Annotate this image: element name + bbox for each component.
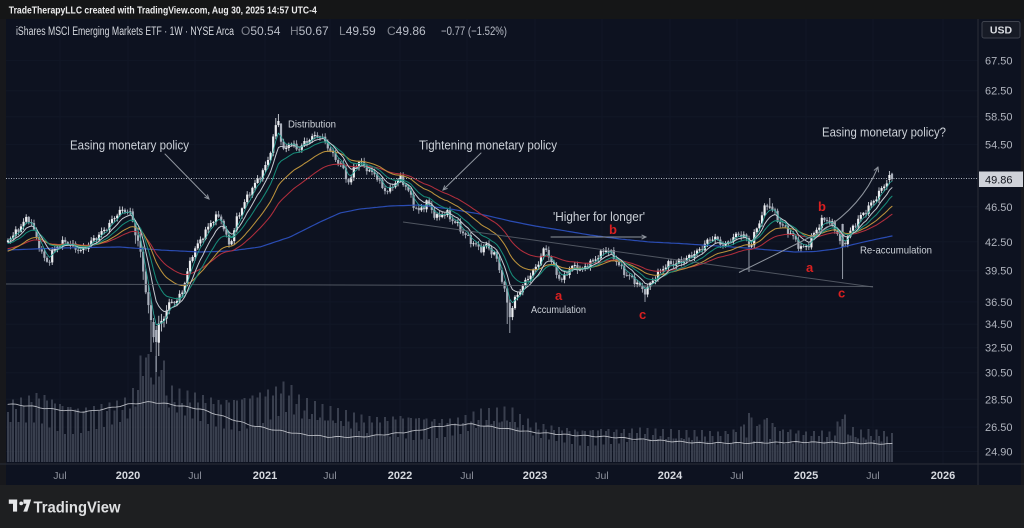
svg-text:58.50: 58.50 [985,112,1013,124]
svg-text:62.50: 62.50 [985,86,1013,98]
svg-text:54.50: 54.50 [985,139,1013,151]
svg-text:28.50: 28.50 [985,394,1013,406]
svg-text:iShares MSCI Emerging Markets: iShares MSCI Emerging Markets ETF · 1W ·… [16,26,234,38]
svg-text:24.90: 24.90 [985,447,1013,459]
svg-text:USD: USD [990,25,1013,37]
svg-text:Easing monetary policy: Easing monetary policy [70,139,190,153]
svg-text:26.50: 26.50 [985,422,1013,434]
svg-text:Distribution: Distribution [288,119,336,131]
svg-text:34.50: 34.50 [985,319,1013,331]
svg-text:a: a [555,288,563,303]
svg-text:TradingView: TradingView [34,500,122,517]
svg-text:2026: 2026 [931,470,955,482]
svg-text:Jul: Jul [460,470,473,482]
svg-text:TradeTherapyLLC created with T: TradeTherapyLLC created with TradingView… [9,5,317,17]
svg-text:30.50: 30.50 [985,368,1013,380]
svg-text:Jul: Jul [188,470,201,482]
svg-text:49.86: 49.86 [985,175,1013,187]
svg-text:67.50: 67.50 [985,56,1013,68]
svg-text:Jul: Jul [595,470,608,482]
svg-text:b: b [609,222,617,237]
svg-text:Jul: Jul [866,470,879,482]
svg-text:42.50: 42.50 [985,237,1013,249]
svg-text:H50.67: H50.67 [290,24,329,38]
svg-text:2022: 2022 [388,470,412,482]
svg-text:L49.59: L49.59 [339,24,376,38]
svg-text:Easing monetary policy?: Easing monetary policy? [822,126,946,140]
svg-text:Jul: Jul [323,470,336,482]
svg-text:39.50: 39.50 [985,266,1013,278]
svg-text:2020: 2020 [116,470,140,482]
svg-text:'Higher for longer': 'Higher for longer' [553,209,645,224]
svg-text:46.50: 46.50 [985,202,1013,214]
svg-text:c: c [639,307,646,322]
svg-text:a: a [806,260,814,275]
svg-text:C49.86: C49.86 [387,24,426,38]
svg-text:32.50: 32.50 [985,343,1013,355]
svg-text:b: b [818,199,826,214]
svg-text:Re-accumulation: Re-accumulation [860,245,932,257]
svg-text:Tightening monetary policy: Tightening monetary policy [419,139,558,153]
svg-text:Jul: Jul [53,470,66,482]
svg-text:2021: 2021 [253,470,277,482]
svg-text:O50.54: O50.54 [241,24,281,38]
svg-text:2023: 2023 [523,470,547,482]
svg-text:−0.77 (−1.52%): −0.77 (−1.52%) [441,24,507,38]
svg-text:36.50: 36.50 [985,297,1013,309]
svg-text:Accumulation: Accumulation [531,304,586,316]
svg-text:2025: 2025 [794,470,818,482]
svg-text:Jul: Jul [730,470,743,482]
svg-text:2024: 2024 [658,470,683,482]
svg-text:c: c [838,286,845,301]
